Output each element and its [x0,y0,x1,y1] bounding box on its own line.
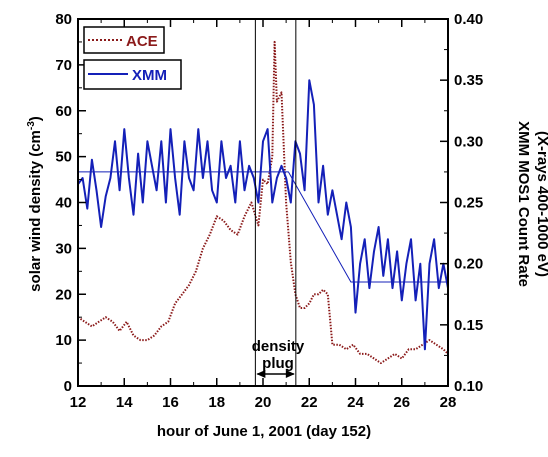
x-tick-label: 28 [440,394,457,411]
y-right-tick-label: 0.25 [454,195,483,212]
y-left-tick-label: 20 [55,286,72,303]
annotation-layer [254,19,297,386]
ticks-layer [77,18,449,387]
plug-arrow-head-right [285,370,295,378]
axis-labels-layer: 12 14 16 18 20 22 24 26 28 0 10 20 30 40 50 60 70 80 0.10 0… [55,11,483,411]
legend-ace-label: ACE [126,33,158,50]
y-axis-left-title: solar wind density (cm-3) [26,116,44,292]
y-left-tick-label: 10 [55,332,72,349]
y-axis-left-title-main: solar wind density (cm [27,130,44,292]
x-tick-label: 18 [208,394,225,411]
y-right-tick-label: 0.30 [454,133,483,150]
y-left-tick-label: 30 [55,240,72,257]
annotation-line2: plug [262,355,294,372]
y-axis-left-title-sup: -3 [26,121,37,130]
x-tick-label: 12 [70,394,87,411]
x-tick-label: 14 [116,394,133,411]
density-plug-annotation: density plug [252,338,305,372]
y-axis-right-title-line2: (X-rays 400-1000 eV) [534,131,548,277]
y-right-tick-label: 0.40 [454,11,483,28]
y-left-tick-label: 40 [55,195,72,212]
y-right-tick-label: 0.10 [454,378,483,395]
x-tick-label: 22 [301,394,318,411]
series-ace-line [77,40,449,365]
x-tick-label: 16 [162,394,179,411]
y-left-tick-label: 70 [55,57,72,74]
y-left-tick-label: 80 [55,11,72,28]
annotation-line1: density [252,338,305,355]
plug-arrow-head-left [256,370,266,378]
y-axis-right-title-line1: XMM MOS1 Count Rate [515,121,532,287]
y-right-tick-label: 0.35 [454,72,483,89]
series-xmm-line [77,79,449,351]
y-right-tick-label: 0.20 [454,256,483,273]
y-axis-left-title-end: ) [27,116,44,121]
legend: ACE XMM [83,26,182,90]
x-tick-label: 20 [255,394,272,411]
series-layer [77,40,449,365]
y-right-tick-label: 0.15 [454,317,483,334]
series-trend-line-2 [78,171,448,283]
x-tick-label: 26 [393,394,410,411]
y-left-tick-label: 0 [64,378,72,395]
y-left-tick-label: 60 [55,103,72,120]
legend-xmm-label: XMM [132,67,167,84]
x-tick-label: 24 [347,394,364,411]
y-left-tick-label: 50 [55,149,72,166]
x-axis-title: hour of June 1, 2001 (day 152) [157,423,371,440]
